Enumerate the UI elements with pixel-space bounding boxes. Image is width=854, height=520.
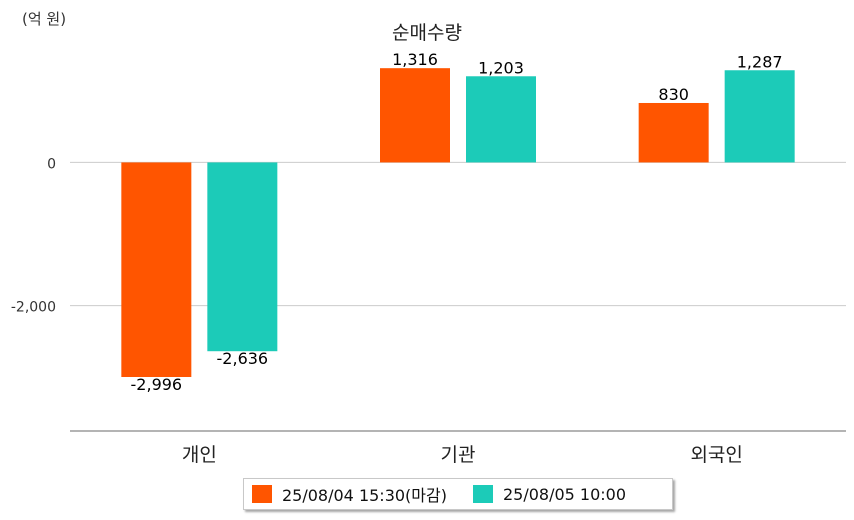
legend-swatch-series-2: [472, 485, 493, 503]
legend-label-series-1: 25/08/04 15:30(마감): [282, 486, 447, 505]
data-label: 1,203: [478, 58, 524, 77]
x-tick-label: 개인: [182, 444, 217, 466]
x-tick-label: 기관: [441, 444, 476, 466]
legend-label-series-2: 25/08/05 10:00: [502, 484, 627, 504]
legend-item-series-2[interactable]: 25/08/05 10:00: [472, 484, 627, 504]
bar-chart: 0 -2,000 -2,996 -2,636 개인 1,316 1,203 기관 830 1,28…: [11, 50, 846, 466]
data-label: 1,287: [737, 52, 783, 71]
legend-item-series-1[interactable]: 25/08/04 15:30(마감): [252, 482, 447, 506]
data-label: 830: [658, 85, 689, 104]
legend: 25/08/04 15:30(마감) 25/08/05 10:00: [243, 478, 673, 510]
bar-1: [638, 102, 709, 163]
data-label: 1,316: [392, 50, 438, 69]
bar-2: [466, 76, 536, 163]
bar-1: [121, 162, 192, 377]
chart-title: 순매수량: [392, 22, 462, 44]
y-tick-label: 0: [47, 156, 56, 172]
bar-2: [724, 70, 795, 163]
bar-1: [380, 68, 450, 163]
data-label: -2,996: [131, 375, 183, 394]
unit-label: (억 원): [22, 10, 67, 28]
data-label: -2,636: [217, 349, 269, 368]
y-tick-label: -2,000: [11, 300, 56, 316]
x-tick-label: 외국인: [690, 444, 742, 466]
bar-2: [207, 162, 278, 352]
legend-swatch-series-1: [252, 485, 272, 503]
